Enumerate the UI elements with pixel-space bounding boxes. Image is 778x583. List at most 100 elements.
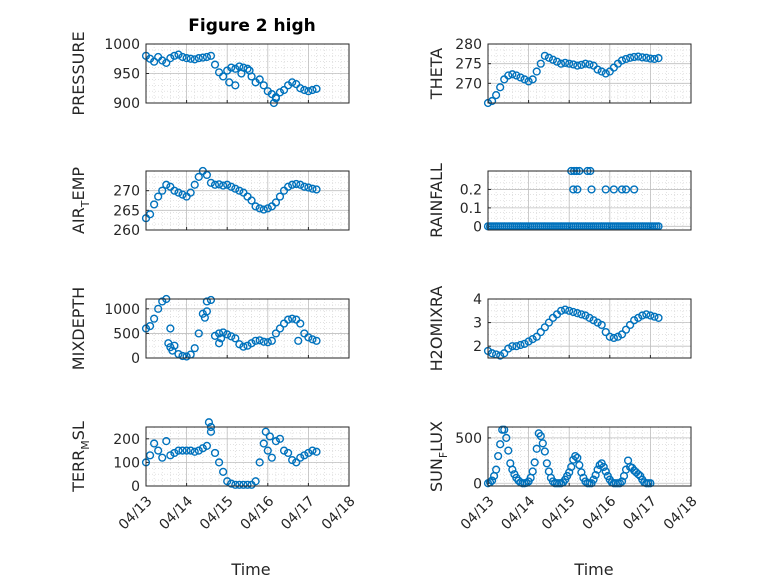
data-point [494, 451, 503, 461]
data-point [296, 453, 305, 462]
data-point [532, 332, 541, 341]
data-point [202, 441, 212, 450]
data-point [573, 453, 582, 462]
data-point [601, 327, 610, 337]
data-point [292, 80, 301, 89]
data-point [516, 340, 525, 350]
x-tick-label: 04/17 [620, 493, 660, 533]
data-point [577, 310, 586, 319]
data-point [279, 85, 289, 95]
data-point [259, 439, 268, 448]
y-axis-label: THETA [427, 48, 446, 100]
x-tick-label: 04/18 [661, 493, 701, 533]
y-tick-label: 0 [473, 219, 482, 235]
data-point [508, 465, 517, 474]
x-tick-label: 04/13 [116, 493, 156, 533]
data-point [251, 477, 260, 486]
y-tick-label: 260 [113, 223, 140, 239]
data-point [284, 182, 293, 191]
data-point [202, 52, 212, 62]
y-tick-label: 0.2 [460, 182, 482, 198]
data-point [496, 351, 505, 360]
data-point [231, 480, 240, 489]
data-point [275, 192, 285, 201]
subplot-rainfall: 0 0.1 0.2 RAINFALL [427, 163, 692, 238]
data-point [217, 334, 226, 343]
data-point [496, 83, 505, 92]
data-point [528, 335, 537, 344]
data-point [186, 188, 195, 197]
x-tick-label: 04/14 [156, 493, 196, 533]
data-point [190, 180, 199, 189]
data-point [178, 351, 187, 361]
data-point [650, 54, 659, 64]
data-point [178, 446, 187, 455]
data-point [174, 50, 183, 59]
data-point [544, 53, 554, 62]
data-point [194, 54, 203, 63]
data-point [186, 54, 195, 63]
data-point [601, 467, 610, 476]
subplot-mixdepth: 0 500 1000 MIXDEPTH [69, 287, 350, 370]
data-point [247, 339, 256, 348]
data-point [577, 60, 586, 69]
data-point [182, 352, 191, 361]
data-point [239, 480, 248, 489]
data-point [617, 330, 627, 339]
data-point [500, 425, 509, 434]
data-point [508, 342, 517, 351]
data-point [284, 448, 293, 458]
data-point [617, 56, 627, 65]
data-point [312, 185, 321, 194]
data-point [214, 180, 224, 189]
data-point [634, 52, 643, 61]
data-point [223, 477, 232, 486]
data-point [235, 340, 244, 349]
subplot-pressure: 900 950 1000 PRESSURE [69, 31, 350, 116]
y-tick-label: 0 [473, 476, 482, 492]
data-point [198, 309, 207, 318]
data-point [542, 459, 551, 468]
data-point [308, 184, 317, 193]
data-point [288, 455, 297, 465]
data-point [284, 315, 293, 324]
data-point [194, 446, 203, 455]
data-point [202, 307, 212, 316]
data-point [223, 180, 232, 189]
y-axis-label: H2OMIXRA [427, 286, 446, 372]
data-point [573, 309, 582, 318]
data-point [170, 448, 179, 458]
data-point [581, 311, 590, 320]
data-point [638, 311, 647, 320]
data-point [168, 346, 177, 355]
data-point [279, 446, 289, 455]
data-point [621, 54, 631, 64]
data-point [178, 52, 187, 62]
data-point [255, 204, 264, 213]
data-point [296, 84, 305, 93]
data-point [569, 60, 578, 69]
data-point [263, 204, 272, 213]
data-point [210, 448, 220, 458]
data-point [235, 186, 244, 195]
data-point [552, 57, 562, 66]
y-tick-label: 270 [113, 184, 140, 200]
axes-box [487, 43, 692, 104]
data-point [567, 462, 576, 472]
axes-box [487, 426, 692, 487]
data-point [251, 202, 260, 211]
y-axis-label: SUNFLUX [427, 421, 450, 492]
data-point [581, 59, 590, 68]
data-point [540, 323, 549, 332]
data-point [520, 339, 529, 348]
data-point [275, 324, 285, 333]
data-point [634, 313, 643, 322]
data-point [210, 60, 220, 69]
data-point [251, 336, 260, 345]
data-point [308, 446, 317, 455]
y-tick-label: 280 [455, 37, 482, 53]
data-point [296, 319, 305, 328]
data-point [487, 476, 497, 485]
data-point [255, 458, 264, 467]
